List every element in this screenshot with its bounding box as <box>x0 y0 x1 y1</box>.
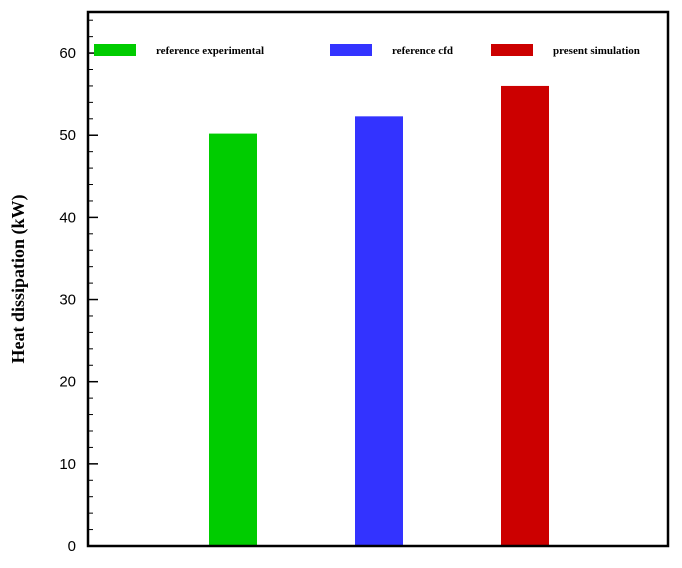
y-tick-label: 60 <box>59 45 76 62</box>
y-axis-ticks: 0 10 20 30 40 50 60 <box>59 19 98 555</box>
y-tick-label: 10 <box>59 456 76 473</box>
y-tick-label: 40 <box>59 209 76 226</box>
y-axis-label: Heat dissipation (kW) <box>8 194 29 363</box>
bar-1 <box>209 133 257 546</box>
y-tick-label: 0 <box>68 538 76 555</box>
legend-swatch-2 <box>330 44 372 56</box>
y-tick-label: 30 <box>59 292 76 309</box>
bars <box>209 85 549 546</box>
legend-swatch-3 <box>491 44 533 56</box>
legend-swatch-1 <box>94 44 136 56</box>
legend-label-3: present simulation <box>553 45 640 57</box>
bar-3 <box>501 85 549 546</box>
legend: reference experimental reference cfd prese… <box>94 44 640 57</box>
plot-frame <box>86 10 670 548</box>
y-tick-label: 20 <box>59 374 76 391</box>
legend-label-1: reference experimental <box>156 45 264 57</box>
legend-label-2: reference cfd <box>392 45 453 57</box>
bar-2 <box>355 116 403 546</box>
y-tick-label: 50 <box>59 127 76 144</box>
